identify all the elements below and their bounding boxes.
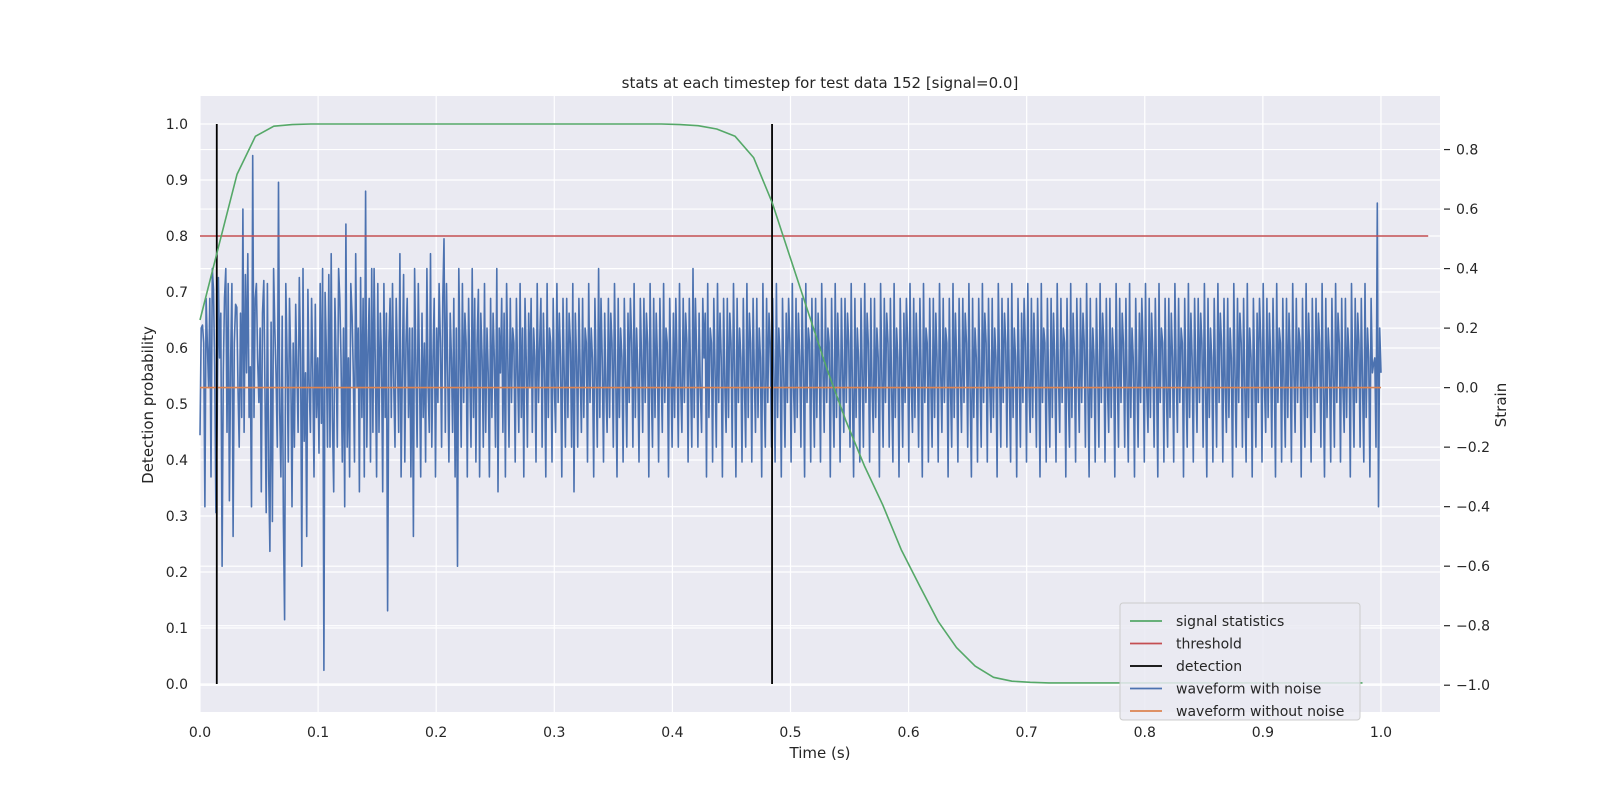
y2-tick-label: −0.4 (1456, 500, 1490, 516)
y2-tick-label: 0.0 (1456, 381, 1478, 397)
y-tick-label: 0.1 (166, 621, 188, 637)
x-tick-label: 0.6 (897, 725, 919, 741)
waveform-without-noise-legend-label: waveform without noise (1176, 704, 1344, 720)
chart-title: stats at each timestep for test data 152… (622, 74, 1019, 92)
x-tick-label: 0.7 (1016, 725, 1038, 741)
threshold-legend-label: threshold (1176, 637, 1242, 653)
x-tick-label: 0.5 (779, 725, 801, 741)
y-tick-label: 0.6 (166, 341, 188, 357)
y-tick-label: 0.3 (166, 509, 188, 525)
legend: signal statistics threshold detection wavef… (1119, 602, 1361, 721)
y2-tick-label: 0.8 (1456, 143, 1478, 159)
y2-tick-label: −0.8 (1456, 619, 1490, 635)
x-axis-label: Time (s) (789, 744, 851, 762)
x-tick-label: 0.0 (189, 725, 211, 741)
y-tick-label: 0.9 (166, 173, 188, 189)
x-tick-label: 0.4 (661, 725, 683, 741)
y-tick-label: 0.4 (166, 453, 188, 469)
legend-box (1119, 602, 1361, 721)
x-tick-label: 0.8 (1134, 725, 1156, 741)
x-tick-label: 0.1 (307, 725, 329, 741)
y-tick-label: 0.5 (166, 397, 188, 413)
series-layer (199, 123, 1429, 684)
y-tick-label: 0.8 (166, 229, 188, 245)
detection-legend-label: detection (1176, 659, 1242, 675)
x-ticks: 0.0 0.1 0.2 0.3 0.4 0.5 0.6 0.7 0.8 0.9 1.0 (189, 725, 1392, 741)
y-tick-label: 0.7 (166, 285, 188, 301)
y2-tick-label: −1.0 (1456, 678, 1490, 694)
x-tick-label: 1.0 (1370, 725, 1392, 741)
y-tick-label: 0.0 (166, 677, 188, 693)
x-tick-label: 0.2 (425, 725, 447, 741)
y-tick-label: 1.0 (166, 117, 188, 133)
y2-tick-label: 0.4 (1456, 262, 1478, 278)
waveform-with-noise-legend-label: waveform with noise (1176, 682, 1321, 698)
y2-ticks: −1.0 −0.8 −0.6 −0.4 −0.2 0.0 0.2 0.4 0.6 0.8 (1444, 143, 1490, 694)
x-tick-label: 0.9 (1252, 725, 1274, 741)
y2-axis-label: Strain (1492, 383, 1510, 427)
y2-tick-label: −0.6 (1456, 559, 1490, 575)
y-ticks: 0.0 0.1 0.2 0.3 0.4 0.5 0.6 0.7 0.8 0.9 1.0 (166, 117, 188, 693)
x-tick-label: 0.3 (543, 725, 565, 741)
y-tick-label: 0.2 (166, 565, 188, 581)
y2-tick-label: 0.2 (1456, 321, 1478, 337)
y2-tick-label: −0.2 (1456, 440, 1490, 456)
y-axis-label: Detection probability (139, 326, 157, 484)
signal-statistics-legend-label: signal statistics (1176, 614, 1284, 630)
y2-tick-label: 0.6 (1456, 202, 1478, 218)
